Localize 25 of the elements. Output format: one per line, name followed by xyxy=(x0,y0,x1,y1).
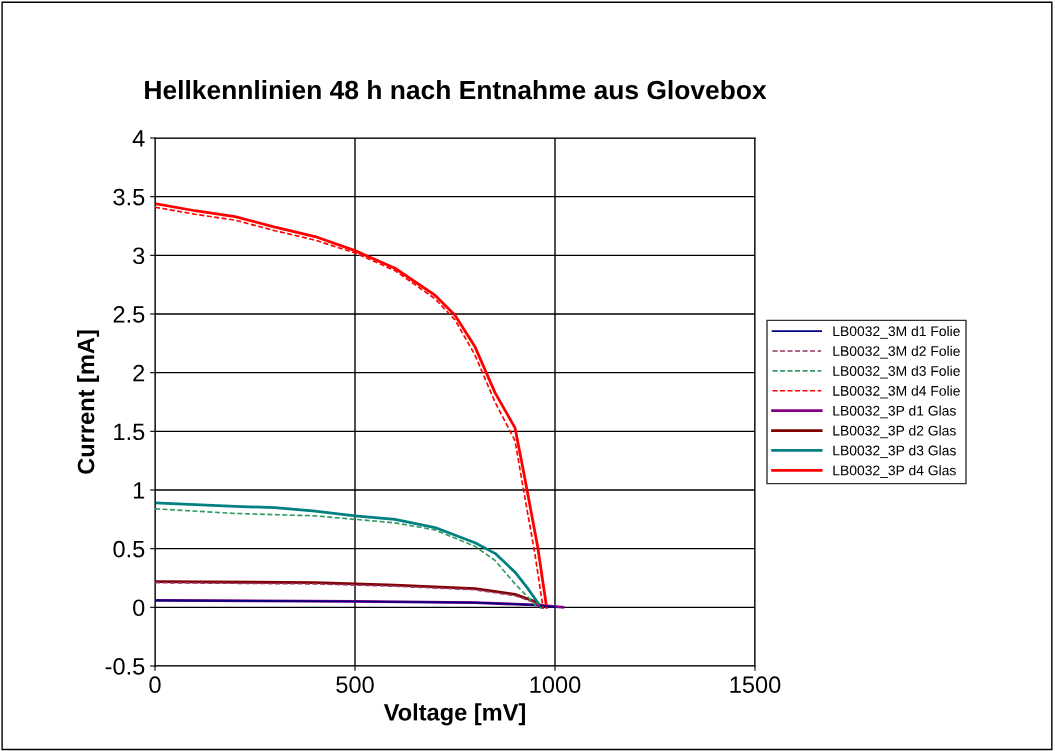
legend-label: LB0032_3P d2 Glas xyxy=(833,425,956,439)
y-tick-label: 2.5 xyxy=(113,306,145,323)
y-tick-label: 0 xyxy=(133,599,145,617)
legend-label: LB0032_3P d4 Glas xyxy=(833,465,956,478)
legend-label: LB0032_3P d1 Glas xyxy=(833,405,956,419)
y-axis-title: Current [mA] xyxy=(77,330,100,474)
y-tick-label: 0.5 xyxy=(113,540,145,558)
legend-label: LB0032_3M d2 Folie xyxy=(833,345,960,359)
legend-label: LB0032_3P d3 Glas xyxy=(833,445,956,459)
x-axis-title: Voltage [mV] xyxy=(383,703,525,726)
legend-label: LB0032_3M d4 Folie xyxy=(833,385,960,399)
x-tick-label: 500 xyxy=(336,676,374,694)
y-tick-label: 3.5 xyxy=(113,188,145,206)
y-tick-label: 1 xyxy=(133,482,145,499)
y-tick-label: 4 xyxy=(132,130,145,147)
x-tick-label: 1500 xyxy=(730,676,781,694)
x-tick-label: 0 xyxy=(149,676,161,694)
y-tick-label: 2 xyxy=(133,364,145,382)
legend-label: LB0032_3M d1 Folie xyxy=(833,325,960,339)
y-tick-label: 1.5 xyxy=(114,423,145,441)
legend-label: LB0032_3M d3 Folie xyxy=(833,365,960,379)
x-tick-label: 1000 xyxy=(530,676,581,694)
y-tick-label: 3 xyxy=(133,247,145,265)
chart-title: Hellkennlinien 48 h nach Entnahme aus Glovebox xyxy=(145,79,767,100)
y-tick-label: -0.5 xyxy=(105,658,145,675)
